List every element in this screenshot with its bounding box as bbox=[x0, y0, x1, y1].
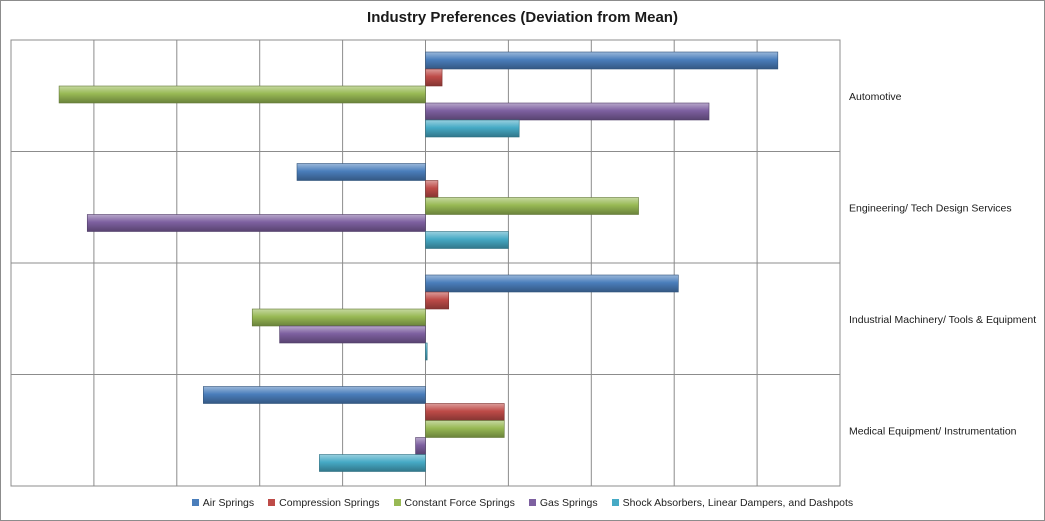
legend-item: Constant Force Springs bbox=[393, 497, 515, 509]
bar bbox=[425, 403, 505, 421]
bar bbox=[425, 68, 443, 87]
bar bbox=[279, 325, 426, 344]
bar bbox=[425, 119, 520, 138]
legend-label: Shock Absorbers, Linear Dampers, and Das… bbox=[622, 497, 854, 509]
legend-item: Air Springs bbox=[191, 497, 255, 509]
bar bbox=[415, 437, 426, 455]
legend-swatch bbox=[528, 499, 536, 506]
bar bbox=[425, 274, 679, 293]
legend-item: Gas Springs bbox=[528, 497, 598, 509]
bar bbox=[425, 231, 509, 249]
bar bbox=[425, 180, 439, 198]
legend-swatch bbox=[191, 499, 199, 506]
bar bbox=[425, 420, 505, 438]
bar bbox=[86, 214, 426, 232]
category-label: Automotive bbox=[849, 91, 902, 103]
bar bbox=[58, 85, 426, 104]
category-label: Medical Equipment/ Instrumentation bbox=[849, 425, 1017, 437]
chart-title: Industry Preferences (Deviation from Mea… bbox=[367, 9, 678, 26]
legend-item: Shock Absorbers, Linear Dampers, and Das… bbox=[611, 497, 854, 509]
legend-swatch bbox=[268, 499, 276, 506]
bar bbox=[203, 386, 426, 404]
category-labels: Automotive Engineering/ Tech Design Servi… bbox=[849, 91, 1036, 438]
legend-item: Compression Springs bbox=[268, 497, 380, 509]
bar bbox=[425, 291, 450, 310]
legend-label: Compression Springs bbox=[279, 497, 380, 509]
legend-label: Air Springs bbox=[202, 497, 255, 509]
legend-label: Constant Force Springs bbox=[404, 497, 515, 509]
legend-label: Gas Springs bbox=[539, 497, 598, 509]
legend: Air Springs Compression Springs Constant F… bbox=[0, 497, 1045, 509]
legend-swatch bbox=[393, 499, 401, 506]
legend-swatch bbox=[611, 499, 619, 506]
category-label: Industrial Machinery/ Tools & Equipment bbox=[849, 314, 1036, 326]
category-label: Engineering/ Tech Design Services bbox=[849, 202, 1012, 214]
bar bbox=[425, 342, 428, 361]
bar bbox=[425, 197, 639, 215]
bar bbox=[425, 51, 779, 70]
bar bbox=[319, 454, 426, 472]
bar bbox=[296, 163, 426, 181]
bar-layer bbox=[58, 51, 779, 472]
bar bbox=[425, 102, 710, 121]
bar bbox=[251, 308, 426, 327]
